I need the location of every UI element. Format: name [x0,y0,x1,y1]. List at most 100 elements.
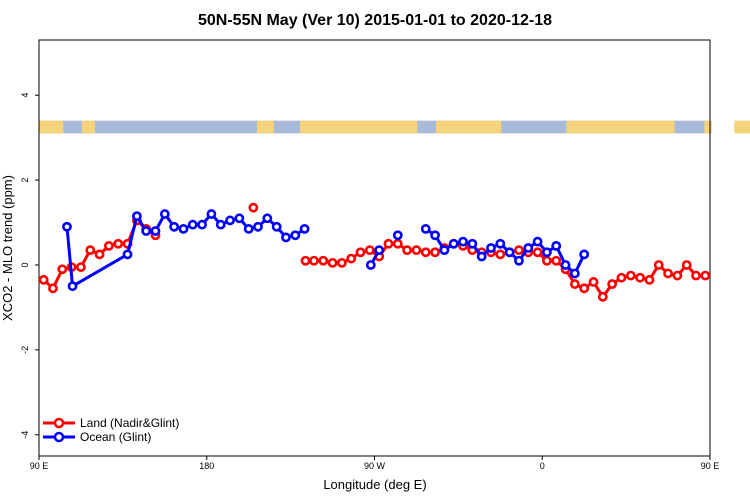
band-land-4 [436,120,502,134]
x-tick-label-4: 90 E [701,461,720,471]
land-ocean-band [38,120,750,134]
series-0-point [579,283,590,294]
x-tick-label-2: 90 W [364,461,386,471]
legend-item-ocean: Ocean (Glint) [43,430,151,444]
series-0-point [644,274,655,285]
series-0-point [248,202,259,213]
series-1-point [551,240,562,251]
series-0-point [402,245,413,256]
series-0-point [635,272,646,283]
series-1-point [178,223,189,234]
series-1-point [67,281,78,292]
series-0-point [38,274,49,285]
series-0-point [355,247,366,258]
series-0-point [569,279,580,289]
legend-marker-land [53,417,65,429]
series-0-point [514,245,524,256]
series-0-point [411,245,422,256]
x-tick-label-0: 90 E [30,461,49,471]
y-tick-label-0: -4 [20,431,30,439]
legend-label-ocean: Ocean (Glint) [80,430,151,444]
series-0-point [420,247,431,258]
series-0-point [346,253,357,264]
series-0-point [588,277,599,287]
series-1-point [486,243,496,253]
series-1-point [253,221,263,232]
series-1-point [271,221,282,232]
series-0-point [663,268,673,279]
band-land-5 [566,120,675,134]
series-0-point [681,260,692,270]
series-1-point [458,236,468,247]
y-tick-label-1: -2 [20,346,30,354]
series-1-point [392,230,403,241]
series-1-point [374,245,385,256]
series-1-point [141,226,152,236]
series-1-line-0 [65,212,306,288]
series-1-point [579,249,590,260]
band-land-1 [81,120,95,134]
series-0-point [691,270,701,281]
series-1-point [150,226,161,236]
series-1-point [504,247,515,258]
series-0-point [48,283,58,294]
series-0-point [597,291,608,302]
series-0-point [542,255,552,266]
series-0-point [94,249,105,260]
band-land-0 [38,120,64,134]
series-1-point [365,260,376,270]
series-0-point [57,264,68,275]
series-1-point [523,243,534,253]
series-0-point [336,257,347,268]
series-0-point [392,238,403,249]
series-0-point [672,270,683,281]
x-tick-label-1: 180 [199,461,214,471]
series-0-point [327,257,338,268]
x-tick-label-3: 0 [540,461,545,471]
series-layer [38,202,711,302]
legend-item-land: Land (Nadir&Glint) [43,416,179,430]
series-0-point [318,255,329,266]
series-0-point [300,255,311,266]
series-0-point [495,249,506,260]
series-0-point [85,245,96,256]
series-1-point [131,211,142,222]
legend: Land (Nadir&Glint) Ocean (Glint) [43,416,179,444]
series-1-point [476,251,487,262]
band-land-2 [257,120,274,134]
legend-label-land: Land (Nadir&Glint) [80,416,179,430]
series-1-point [215,219,226,230]
series-1-point [234,213,245,224]
series-1-point [514,255,524,266]
series-0-point [103,240,114,251]
series-1-point [439,245,450,256]
series-0-point [700,270,711,281]
series-0-point [551,255,562,266]
series-0-point [625,270,636,281]
series-1-point [225,215,235,226]
series-1-point [299,223,310,234]
series-0-point [309,255,319,266]
plot-frame [38,39,711,457]
legend-marker-ocean [53,431,65,443]
series-1 [62,209,590,292]
band-land-6 [704,120,712,134]
chart-title: 50N-55N May (Ver 10) 2015-01-01 to 2020-… [198,12,552,29]
series-1-point [430,230,440,241]
series-1-point [467,238,478,249]
y-axis: -4 -2 0 2 4 [20,93,39,439]
series-1-point [187,219,198,230]
series-0-point [113,238,124,249]
band-land-3 [299,120,418,134]
series-1-point [169,221,180,232]
x-axis-label: Longitude (deg E) [323,477,426,492]
series-0-point [430,247,440,258]
y-tick-label-3: 2 [20,178,30,183]
series-1-point [532,236,543,247]
series-0-point [364,245,375,256]
series-0-point [607,279,618,289]
series-1-point [569,268,580,279]
series-1-point [281,232,291,243]
series-1-point [290,230,301,241]
